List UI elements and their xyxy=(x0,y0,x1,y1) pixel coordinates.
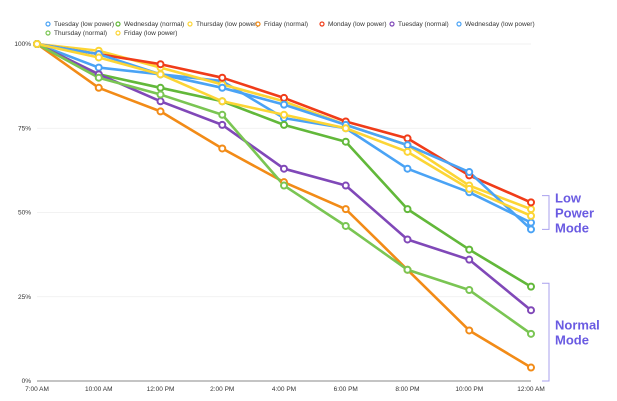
data-point xyxy=(465,184,474,193)
x-tick-label: 10:00 PM xyxy=(455,386,483,393)
annotation-label: Mode xyxy=(555,221,589,236)
annotation-label: Power xyxy=(555,206,594,221)
legend-label: Thursday (normal) xyxy=(54,30,107,37)
data-point xyxy=(156,90,165,99)
data-point xyxy=(280,181,288,190)
annotation-label: Mode xyxy=(555,333,589,348)
x-tick-label: 7:00 AM xyxy=(25,386,49,393)
legend-label: Tuesday (normal) xyxy=(398,21,449,28)
annotation-label: Normal xyxy=(555,318,600,333)
legend-marker xyxy=(45,21,51,27)
x-tick-label: 12:00 AM xyxy=(517,386,544,393)
data-point xyxy=(280,164,288,173)
data-point xyxy=(403,141,412,150)
data-point xyxy=(527,218,535,227)
data-point xyxy=(465,245,474,254)
data-point xyxy=(33,40,41,48)
data-point xyxy=(280,110,288,119)
data-point xyxy=(465,168,474,177)
data-point xyxy=(403,205,412,214)
legend-marker xyxy=(45,30,51,36)
data-point xyxy=(403,265,412,274)
y-tick-label: 50% xyxy=(18,210,31,217)
data-point xyxy=(341,137,350,146)
annotation-label: Low xyxy=(555,191,582,206)
legend-marker xyxy=(115,30,121,36)
x-tick-label: 2:00 PM xyxy=(210,386,234,393)
data-point xyxy=(156,107,165,116)
x-tick-label: 8:00 PM xyxy=(395,386,419,393)
legend-label: Wednesday (normal) xyxy=(124,21,184,28)
data-point xyxy=(156,60,165,69)
data-point xyxy=(341,205,350,214)
data-point xyxy=(527,205,535,214)
data-point xyxy=(218,120,227,129)
legend-marker xyxy=(456,21,462,27)
data-point xyxy=(465,326,474,335)
data-point xyxy=(465,286,474,295)
legend-label: Friday (normal) xyxy=(264,21,308,28)
legend-label: Tuesday (low power) xyxy=(54,21,114,28)
series-line xyxy=(36,42,532,231)
y-tick-label: 100% xyxy=(14,41,31,48)
y-tick-label: 25% xyxy=(18,294,31,301)
data-point xyxy=(527,211,535,220)
legend-marker xyxy=(115,21,121,27)
data-point xyxy=(156,97,165,106)
x-tick-label: 4:00 PM xyxy=(272,386,296,393)
y-tick-label: 0% xyxy=(22,378,32,385)
annotation-bracket xyxy=(542,195,550,230)
data-point xyxy=(94,73,103,82)
x-tick-label: 12:00 PM xyxy=(147,386,175,393)
data-point xyxy=(218,73,227,82)
data-point xyxy=(94,63,103,72)
data-point xyxy=(341,221,350,230)
data-point xyxy=(527,282,535,291)
data-point xyxy=(280,120,288,129)
data-point xyxy=(94,83,103,92)
y-tick-label: 75% xyxy=(18,125,31,132)
data-point xyxy=(403,235,412,244)
data-point xyxy=(403,147,412,156)
legend-label: Monday (low power) xyxy=(328,21,387,28)
legend-marker xyxy=(389,21,395,27)
data-point xyxy=(341,124,350,133)
legend-label: Wednesday (low power) xyxy=(465,21,535,28)
data-point xyxy=(403,164,412,173)
data-point xyxy=(527,329,535,338)
legend-marker xyxy=(319,21,325,27)
data-point xyxy=(218,97,227,106)
data-point xyxy=(280,93,288,102)
data-point xyxy=(218,110,227,119)
legend-label: Thursday (low power) xyxy=(196,21,259,28)
data-point xyxy=(280,100,288,109)
data-point xyxy=(341,181,350,190)
data-point xyxy=(156,70,165,79)
legend-label: Friday (low power) xyxy=(124,30,177,37)
data-point xyxy=(218,144,227,153)
data-point xyxy=(465,255,474,264)
legend-marker xyxy=(187,21,193,27)
legend-marker xyxy=(255,21,261,27)
data-point xyxy=(94,53,103,62)
data-point xyxy=(527,225,535,234)
data-point xyxy=(218,83,227,92)
data-point xyxy=(527,198,535,207)
x-tick-label: 10:00 AM xyxy=(85,386,112,393)
data-point xyxy=(156,83,165,92)
annotation-bracket xyxy=(542,282,550,382)
series-line xyxy=(36,42,532,224)
series-line xyxy=(36,42,532,369)
data-point xyxy=(403,134,412,143)
x-tick-label: 6:00 PM xyxy=(334,386,358,393)
data-point xyxy=(527,306,535,315)
data-point xyxy=(527,363,535,372)
